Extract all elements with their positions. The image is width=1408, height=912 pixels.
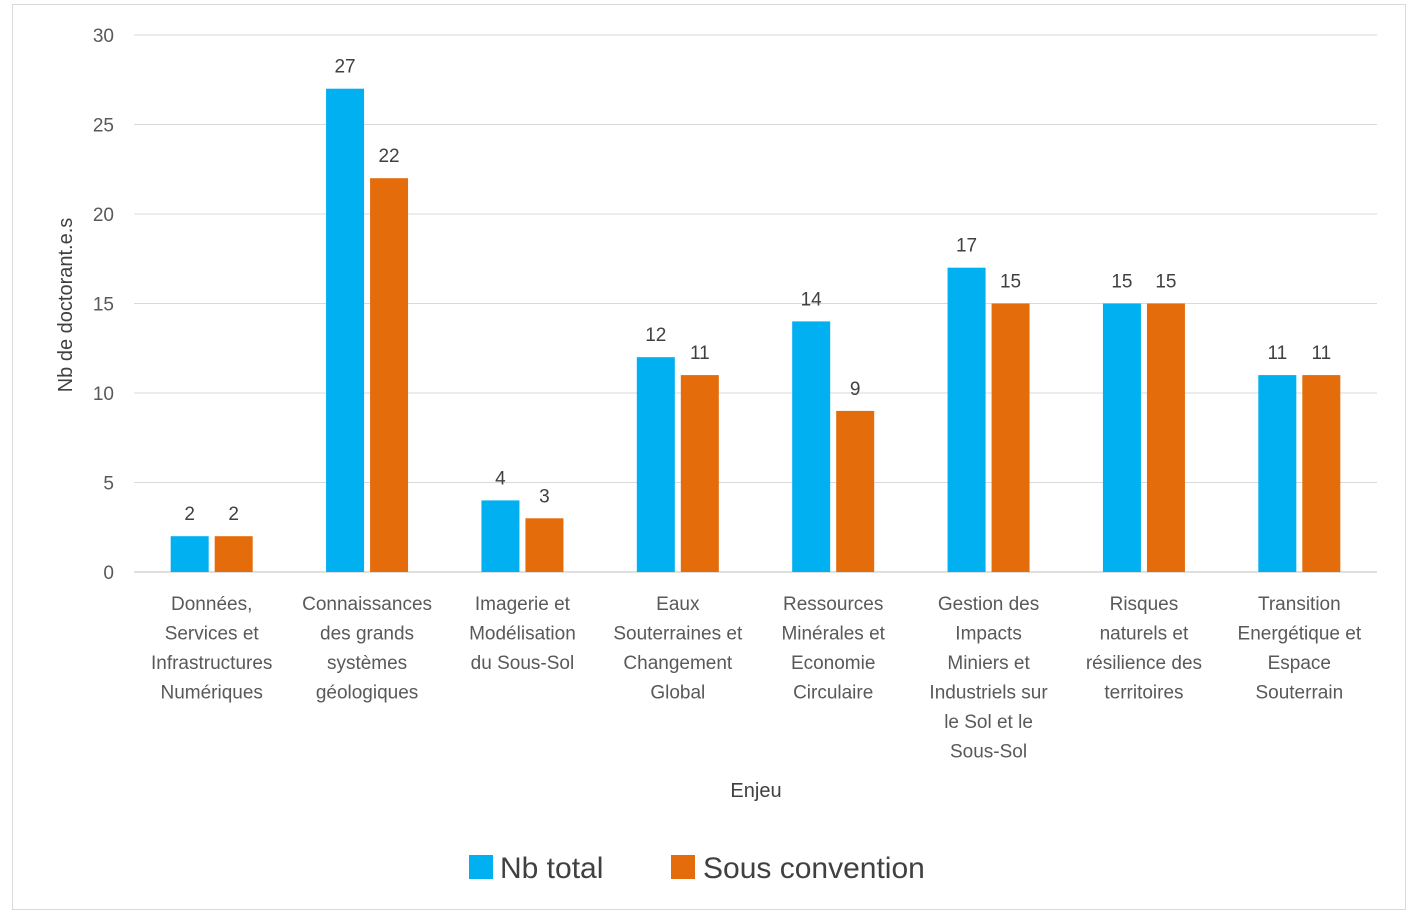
y-axis-title: Nb de doctorant.e.s [55,218,77,393]
x-tick-label: Risques naturels et résilience des territoi… [1086,594,1202,704]
legend-swatch-sous-convention [671,855,695,879]
data-label: 11 [1267,343,1287,364]
data-label: 27 [334,57,355,78]
x-tick-label: Imagerie et Modélisation du Sous-Sol [469,594,576,674]
data-label: 15 [1155,272,1176,293]
data-label: 17 [956,236,977,257]
bar-nb-total [326,88,365,572]
data-label: 11 [1311,343,1331,364]
bar-sous-convention [836,410,875,572]
bar-sous-convention [1302,375,1341,572]
data-label: 12 [645,325,666,346]
data-label: 14 [801,289,823,310]
bar-sous-convention [214,536,253,572]
bar-sous-convention [525,518,564,572]
y-tick-label: 25 [93,116,114,137]
data-label: 3 [539,486,550,507]
legend-label-nb-total: Nb total [500,852,603,885]
data-label: 2 [184,504,195,525]
bar-nb-total [1102,303,1141,572]
data-label: 11 [690,343,710,364]
data-label: 15 [1111,272,1132,293]
data-label: 2 [228,504,239,525]
bar-nb-total [636,357,675,572]
y-tick-label: 30 [93,26,114,47]
bar-sous-convention [991,303,1030,572]
x-axis-title: Enjeu [730,780,781,802]
x-tick-label: Ressources Minérales et Economie Circulaire [781,594,885,704]
y-tick-label: 20 [93,205,114,226]
y-tick-label: 15 [93,295,114,316]
bar-nb-total [792,321,831,572]
data-label: 9 [850,379,861,400]
y-tick-label: 5 [103,474,114,495]
bar-sous-convention [680,375,719,572]
bar-nb-total [481,500,520,572]
x-tick-label: Eaux Souterraines et Changement Global [613,594,743,704]
x-tick-label: Données, Services et Infrastructures Numéri… [151,594,272,704]
x-tick-label: Transition Energétique et Espace Souterrain [1238,594,1362,704]
chart-frame: 0 5 10 15 20 25 30 2 27 4 12 14 17 15 11 2 22 3 11 9 15 15 11 D… [12,4,1406,910]
x-tick-label: Connaissances des grands systèmes géologiqu… [302,594,432,704]
y-tick-label: 10 [93,384,114,405]
x-tick-label: Gestion des Impacts Miniers et Industriels … [929,594,1048,763]
bar-nb-total [170,536,209,572]
bar-nb-total [947,267,986,572]
legend-swatch-nb-total [469,855,493,879]
data-label: 22 [378,146,399,167]
bar-sous-convention [370,178,409,572]
y-tick-label: 0 [103,563,114,584]
data-label: 15 [1000,272,1021,293]
bar-nb-total [1258,375,1297,572]
data-label: 4 [495,468,506,489]
bar-sous-convention [1146,303,1185,572]
legend-label-sous-convention: Sous convention [703,852,925,885]
